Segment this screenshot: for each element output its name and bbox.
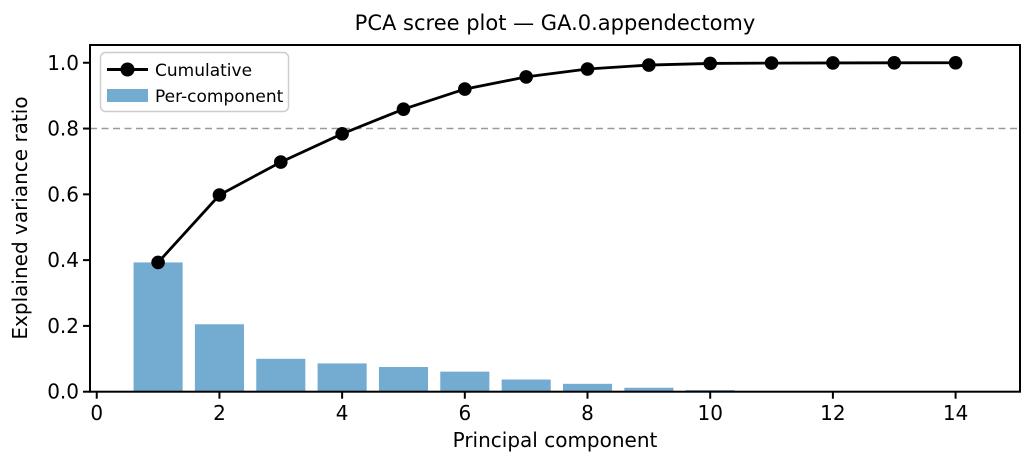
legend-label-per-component: Per-component <box>155 87 284 107</box>
bar-pc-3 <box>256 358 306 392</box>
x-tick-label: 6 <box>458 401 471 425</box>
cumulative-line <box>157 61 956 264</box>
bar-pc-8 <box>562 383 613 392</box>
legend-label-cumulative: Cumulative <box>155 61 252 81</box>
marker-pc-11 <box>764 56 779 70</box>
bar-pc-6 <box>440 371 490 392</box>
y-tick-label: 0.4 <box>47 248 79 272</box>
per-component-bars <box>133 262 981 392</box>
x-axis-label: Principal component <box>453 428 658 452</box>
x-tick-label: 8 <box>581 401 594 425</box>
marker-pc-9 <box>642 58 656 72</box>
y-tick-label: 1.0 <box>47 51 79 75</box>
y-axis-label: Explained variance ratio <box>8 96 32 339</box>
marker-pc-1 <box>151 255 165 270</box>
x-tick-label: 14 <box>943 401 968 425</box>
marker-pc-4 <box>335 127 349 141</box>
marker-pc-10 <box>703 56 717 71</box>
y-tick-label: 0.8 <box>47 117 79 141</box>
marker-pc-12 <box>826 56 840 70</box>
y-tick-label: 0.0 <box>47 380 79 404</box>
bar-pc-7 <box>501 379 551 392</box>
chart-title: PCA scree plot — GA.0.appendectomy <box>355 11 756 35</box>
marker-pc-7 <box>519 70 533 84</box>
plot-area: 0 2 4 6 8 10 12 14 0.0 0.2 0.4 0.6 0.8 1.0 <box>47 44 1021 425</box>
x-tick-label: 2 <box>213 401 226 425</box>
marker-pc-5 <box>396 102 411 116</box>
marker-pc-8 <box>580 62 595 76</box>
cumulative-markers <box>151 55 963 270</box>
marker-pc-13 <box>887 56 902 70</box>
x-tick-label: 4 <box>336 401 349 425</box>
legend-cumulative-marker-icon <box>120 62 135 77</box>
y-tick-label: 0.2 <box>47 314 79 338</box>
x-tick-label: 0 <box>90 401 103 425</box>
x-tick-label: 12 <box>820 401 845 425</box>
marker-pc-3 <box>273 155 288 169</box>
bar-pc-9 <box>624 387 674 392</box>
bar-pc-4 <box>317 363 367 392</box>
x-tick-label: 10 <box>697 401 722 425</box>
bar-pc-5 <box>378 367 429 392</box>
axes-spines <box>89 44 1021 393</box>
marker-pc-6 <box>458 82 472 96</box>
legend: Cumulative Per-component <box>99 51 290 113</box>
y-tick-label: 0.6 <box>47 182 79 206</box>
marker-pc-2 <box>212 188 227 202</box>
bar-pc-2 <box>194 324 244 392</box>
legend-per-component-swatch <box>107 89 148 102</box>
marker-pc-14 <box>948 55 963 70</box>
bar-pc-1 <box>133 262 183 392</box>
